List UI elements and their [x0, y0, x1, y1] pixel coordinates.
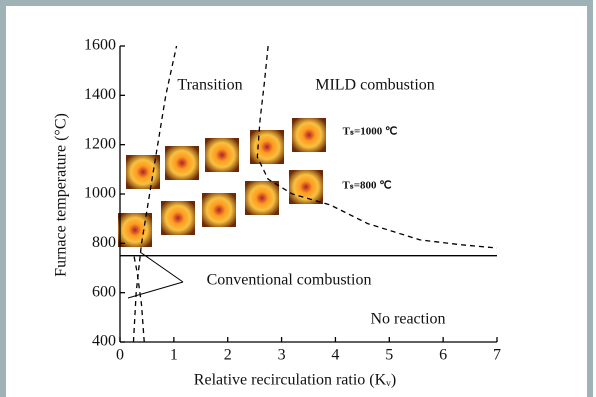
y-tick-label: 1000 — [84, 185, 116, 202]
boundary-line — [256, 45, 498, 249]
boundary-line — [132, 253, 145, 343]
x-tick-label: 5 — [385, 347, 393, 364]
y-tick-label: 800 — [92, 234, 116, 251]
x-tick-label: 3 — [278, 347, 286, 364]
annotation: Tₛ=1000 ℃ — [343, 126, 398, 138]
flame-photos — [118, 118, 326, 247]
y-tick-label: 600 — [92, 283, 116, 300]
annotation: Conventional combustion — [207, 272, 372, 289]
y-axis-label: Furnace temperature (°C) — [53, 113, 70, 277]
boundary-line — [132, 45, 178, 343]
x-tick-label: 6 — [439, 347, 447, 364]
y-tick-label: 1600 — [84, 37, 116, 54]
x-tick-label: 1 — [170, 347, 178, 364]
y-tick-label: 1400 — [84, 86, 116, 103]
annotation: Tₛ=800 ℃ — [342, 180, 391, 192]
x-tick-label: 2 — [224, 347, 232, 364]
x-tick-label: 4 — [331, 347, 339, 364]
annotation: MILD combustion — [315, 77, 435, 94]
x-tick-label: 7 — [493, 347, 501, 364]
pointer — [127, 251, 184, 299]
x-axis-label: Relative recirculation ratio (Kᵥ) — [194, 372, 396, 389]
x-tick-label: 0 — [116, 347, 124, 364]
annotation: Transition — [177, 77, 242, 94]
y-tick-label: 1200 — [84, 135, 116, 152]
y-tick-label: 400 — [92, 333, 116, 350]
annotation: No reaction — [370, 311, 445, 328]
